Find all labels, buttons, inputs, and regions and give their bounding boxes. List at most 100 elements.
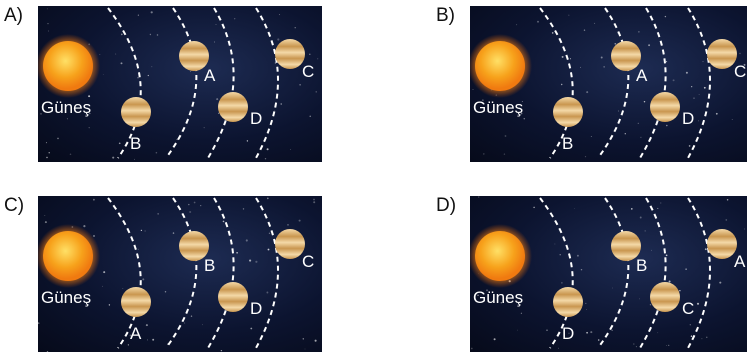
star bbox=[294, 27, 296, 29]
star bbox=[611, 287, 613, 289]
star bbox=[188, 203, 190, 206]
star bbox=[189, 210, 192, 214]
star bbox=[129, 334, 132, 337]
star bbox=[521, 100, 523, 102]
star bbox=[580, 268, 583, 271]
star bbox=[93, 235, 95, 237]
star bbox=[523, 118, 525, 120]
star bbox=[147, 339, 148, 341]
star bbox=[202, 324, 203, 326]
star bbox=[594, 22, 596, 24]
star bbox=[120, 62, 123, 65]
orbit-path bbox=[539, 7, 574, 159]
star bbox=[99, 53, 101, 55]
star bbox=[482, 99, 484, 101]
option-c-letter: C) bbox=[4, 195, 25, 216]
star bbox=[568, 14, 570, 16]
star bbox=[644, 230, 646, 232]
star bbox=[470, 347, 473, 350]
star bbox=[668, 344, 670, 347]
star bbox=[477, 294, 479, 296]
planet-label: C bbox=[302, 62, 315, 81]
star bbox=[504, 135, 507, 137]
orbit-path bbox=[207, 197, 235, 349]
star bbox=[302, 338, 305, 340]
star bbox=[290, 149, 291, 150]
star bbox=[309, 53, 311, 56]
planet-label: B bbox=[636, 256, 648, 275]
sun-label: Güneş bbox=[41, 288, 92, 307]
star bbox=[696, 302, 700, 305]
planet-icon bbox=[650, 282, 680, 312]
sun-icon bbox=[43, 41, 93, 91]
star bbox=[726, 198, 729, 201]
star bbox=[569, 58, 571, 60]
star bbox=[657, 332, 659, 334]
star bbox=[643, 100, 646, 103]
star bbox=[584, 156, 587, 158]
star bbox=[735, 264, 737, 267]
star bbox=[274, 110, 275, 112]
star bbox=[222, 220, 225, 223]
star bbox=[679, 290, 681, 292]
star bbox=[62, 300, 64, 302]
star bbox=[280, 103, 282, 105]
star bbox=[568, 332, 570, 334]
star bbox=[486, 289, 488, 292]
orbit-path bbox=[539, 197, 574, 349]
planet-label: B bbox=[562, 134, 574, 153]
star bbox=[685, 71, 688, 74]
star bbox=[157, 213, 159, 215]
star bbox=[633, 343, 635, 345]
option-b-panel[interactable]: Güneş B A D C bbox=[470, 6, 747, 162]
star bbox=[145, 324, 148, 327]
solar-system-diagram bbox=[38, 197, 317, 352]
option-d-panel[interactable]: Güneş D B C A bbox=[470, 196, 747, 352]
sun-label: Güneş bbox=[41, 98, 92, 117]
orbit-path bbox=[639, 197, 667, 349]
star bbox=[585, 302, 587, 304]
star bbox=[287, 224, 289, 226]
star bbox=[101, 285, 103, 287]
star bbox=[216, 98, 219, 101]
star bbox=[309, 115, 311, 117]
star bbox=[639, 216, 642, 219]
star bbox=[685, 268, 687, 270]
star bbox=[597, 339, 600, 341]
star bbox=[586, 308, 588, 310]
star bbox=[236, 252, 238, 254]
star bbox=[246, 140, 249, 142]
star bbox=[561, 282, 563, 284]
star bbox=[698, 94, 700, 95]
star bbox=[47, 30, 49, 32]
star bbox=[142, 278, 145, 281]
star bbox=[557, 347, 559, 349]
orbit-path bbox=[597, 197, 630, 349]
solar-system-diagram bbox=[38, 7, 319, 160]
planet-icon bbox=[707, 229, 737, 259]
star bbox=[190, 71, 191, 72]
star bbox=[115, 53, 117, 55]
star bbox=[66, 118, 68, 120]
planet-label: D bbox=[562, 324, 575, 343]
star bbox=[691, 86, 693, 88]
star bbox=[118, 142, 121, 145]
star bbox=[551, 32, 554, 34]
sun-label: Güneş bbox=[473, 288, 524, 307]
star bbox=[47, 22, 49, 25]
star bbox=[255, 260, 258, 263]
star bbox=[242, 208, 245, 210]
star bbox=[245, 239, 248, 242]
option-a-panel[interactable]: Güneş B A D C bbox=[38, 6, 322, 162]
star bbox=[638, 31, 640, 33]
option-c-panel[interactable]: Güneş A B D C bbox=[38, 196, 322, 352]
star bbox=[693, 97, 695, 99]
star bbox=[298, 219, 301, 222]
star bbox=[600, 56, 603, 59]
star bbox=[193, 201, 196, 204]
star bbox=[122, 288, 124, 289]
orbit-path bbox=[165, 7, 198, 159]
planet-icon bbox=[179, 41, 209, 71]
star bbox=[603, 66, 605, 68]
star bbox=[698, 120, 700, 122]
